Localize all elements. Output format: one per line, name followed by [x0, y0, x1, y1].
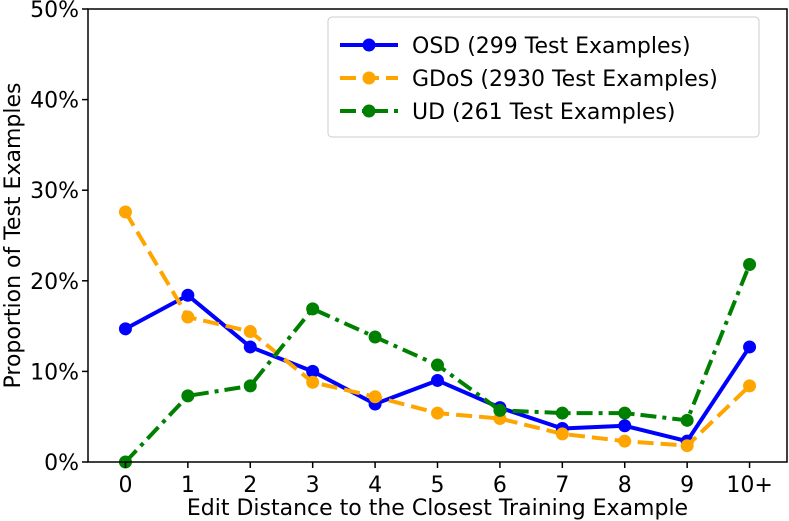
data-point	[680, 439, 694, 453]
data-point	[118, 322, 132, 336]
x-tick-label: 2	[243, 473, 257, 498]
data-point	[243, 379, 257, 393]
y-axis-label: Proportion of Test Examples	[1, 83, 26, 389]
y-tick-label: 0%	[44, 451, 79, 476]
x-tick-label: 9	[680, 473, 694, 498]
data-point	[680, 413, 694, 427]
y-tick-label: 20%	[30, 270, 79, 295]
data-point	[306, 302, 320, 316]
legend-label: OSD (299 Test Examples)	[412, 34, 691, 59]
x-axis-label: Edit Distance to the Closest Training Ex…	[187, 496, 688, 521]
series-layer	[118, 205, 757, 469]
x-tick-label: 3	[306, 473, 320, 498]
y-tick-label: 30%	[30, 179, 79, 204]
x-tick-label: 0	[118, 473, 132, 498]
data-point	[431, 358, 444, 372]
x-tick-label: 1	[181, 473, 195, 498]
axis-layer: 0 1 2 3 4 5 6 7 8 9 10+ 0% 10% 20% 30% 40% 50%	[30, 0, 773, 498]
series-ud	[118, 257, 757, 469]
legend: OSD (299 Test Examples) GDoS (2930 Test E…	[327, 16, 760, 138]
x-tick-label: 10+	[726, 473, 772, 498]
data-point	[743, 340, 757, 354]
legend-marker	[362, 71, 376, 85]
data-point	[181, 389, 195, 403]
data-point	[555, 406, 569, 420]
x-tick-label: 8	[618, 473, 632, 498]
series-gdos	[118, 205, 757, 453]
data-point	[431, 373, 444, 387]
data-point	[306, 364, 320, 378]
data-point	[743, 257, 757, 271]
x-tick-label: 7	[555, 473, 569, 498]
legend-label: GDoS (2930 Test Examples)	[412, 67, 718, 92]
data-point	[431, 406, 444, 420]
data-point	[368, 330, 382, 344]
data-point	[618, 406, 632, 420]
data-point	[243, 340, 257, 354]
legend-label: UD (261 Test Examples)	[412, 100, 675, 125]
y-tick-label: 10%	[30, 360, 79, 385]
legend-marker	[362, 104, 376, 118]
data-point	[306, 375, 320, 389]
y-tick-label: 50%	[30, 0, 79, 23]
data-point	[493, 403, 507, 417]
data-point	[743, 379, 757, 393]
x-tick-label: 6	[493, 473, 507, 498]
data-point	[118, 205, 132, 219]
data-point	[243, 325, 257, 339]
data-point	[181, 288, 195, 302]
data-point	[368, 390, 382, 404]
data-point	[555, 427, 569, 441]
data-point	[618, 419, 632, 433]
data-point	[618, 434, 632, 448]
y-tick-label: 40%	[30, 89, 79, 114]
x-tick-label: 5	[431, 473, 445, 498]
legend-marker	[362, 38, 376, 52]
data-point	[181, 310, 195, 324]
x-tick-label: 4	[368, 473, 382, 498]
legend-box	[327, 16, 760, 138]
